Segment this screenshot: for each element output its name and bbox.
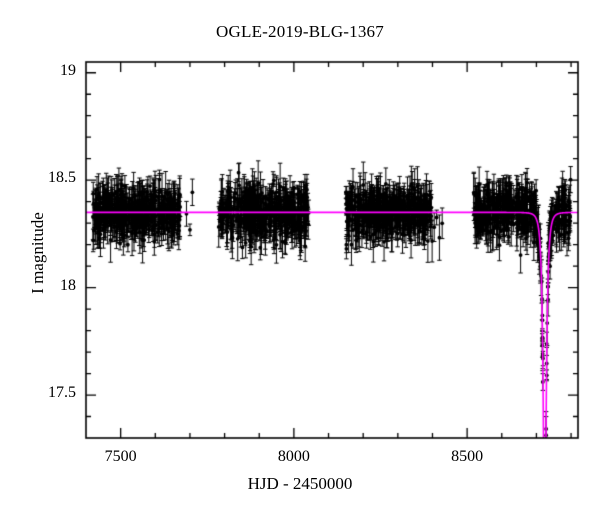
x-tick-label: 8000 [277,448,310,465]
x-tick-label: 7500 [104,448,137,465]
y-tick-label: 18.5 [48,169,76,187]
y-tick-label: 19 [60,61,76,79]
page-title: OGLE-2019-BLG-1367 [216,22,384,41]
x-axis-label: HJD - 2450000 [247,474,353,493]
y-tick-label: 17.5 [48,384,76,402]
x-tick-label: 8500 [451,448,484,465]
y-tick-label: 18 [60,276,76,294]
